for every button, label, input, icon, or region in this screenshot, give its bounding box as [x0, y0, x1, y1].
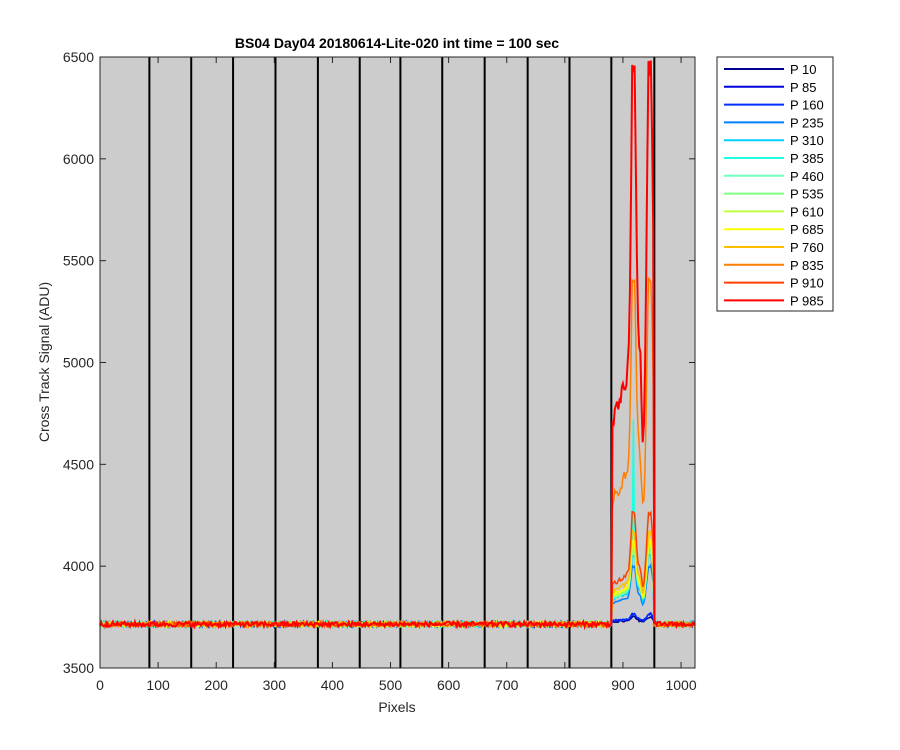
x-tick-label: 800: [553, 677, 577, 693]
x-axis-title: Pixels: [378, 699, 415, 715]
legend-entry-2: P 160: [790, 98, 824, 113]
legend-entry-11: P 835: [790, 258, 824, 273]
x-tick-label: 700: [495, 677, 519, 693]
legend-box: [716, 56, 834, 312]
y-tick-label: 5000: [63, 355, 94, 371]
legend-entry-6: P 460: [790, 169, 824, 184]
y-tick-label: 4500: [63, 456, 94, 472]
legend-entry-7: P 535: [790, 187, 824, 202]
y-tick-label: 3500: [63, 660, 94, 676]
legend-entry-5: P 385: [790, 151, 824, 166]
x-tick-label: 300: [263, 677, 287, 693]
legend-entry-4: P 310: [790, 133, 824, 148]
y-tick-label: 5500: [63, 253, 94, 269]
y-axis: 3500 4000 4500 5000 5500 6000 6500: [63, 49, 695, 676]
series-line-13: [99, 60, 696, 631]
x-axis: 0 100 200 300 400 500 600 700 800 900 1000: [96, 57, 697, 693]
x-tick-label: 1000: [665, 677, 696, 693]
legend-entry-1: P 85: [790, 80, 817, 95]
x-tick-label: 400: [321, 677, 345, 693]
x-tick-label: 600: [437, 677, 461, 693]
legend-entry-8: P 610: [790, 204, 824, 219]
x-tick-label: 100: [146, 677, 170, 693]
plot-area: [100, 57, 695, 668]
series-lines: [99, 60, 696, 631]
legend-entry-0: P 10: [790, 62, 817, 77]
x-tick-label: 200: [205, 677, 229, 693]
y-axis-title: Cross Track Signal (ADU): [36, 282, 52, 442]
legend-entry-10: P 760: [790, 240, 824, 255]
legend-entry-3: P 235: [790, 115, 824, 130]
legend-entry-13: P 985: [790, 293, 824, 308]
x-tick-label: 500: [379, 677, 403, 693]
legend-entry-9: P 685: [790, 222, 824, 237]
y-tick-label: 6500: [63, 49, 94, 65]
x-tick-label: 900: [611, 677, 635, 693]
x-tick-label: 0: [96, 677, 104, 693]
y-tick-label: 4000: [63, 558, 94, 574]
legend: P 10 P 85 P 160 P 235 P 310 P 385 P 460 P 535 P …: [716, 56, 834, 312]
chart-title: BS04 Day04 20180614-Lite-020 int time = …: [235, 35, 559, 51]
legend-entry-12: P 910: [790, 276, 824, 291]
y-tick-label: 6000: [63, 151, 94, 167]
